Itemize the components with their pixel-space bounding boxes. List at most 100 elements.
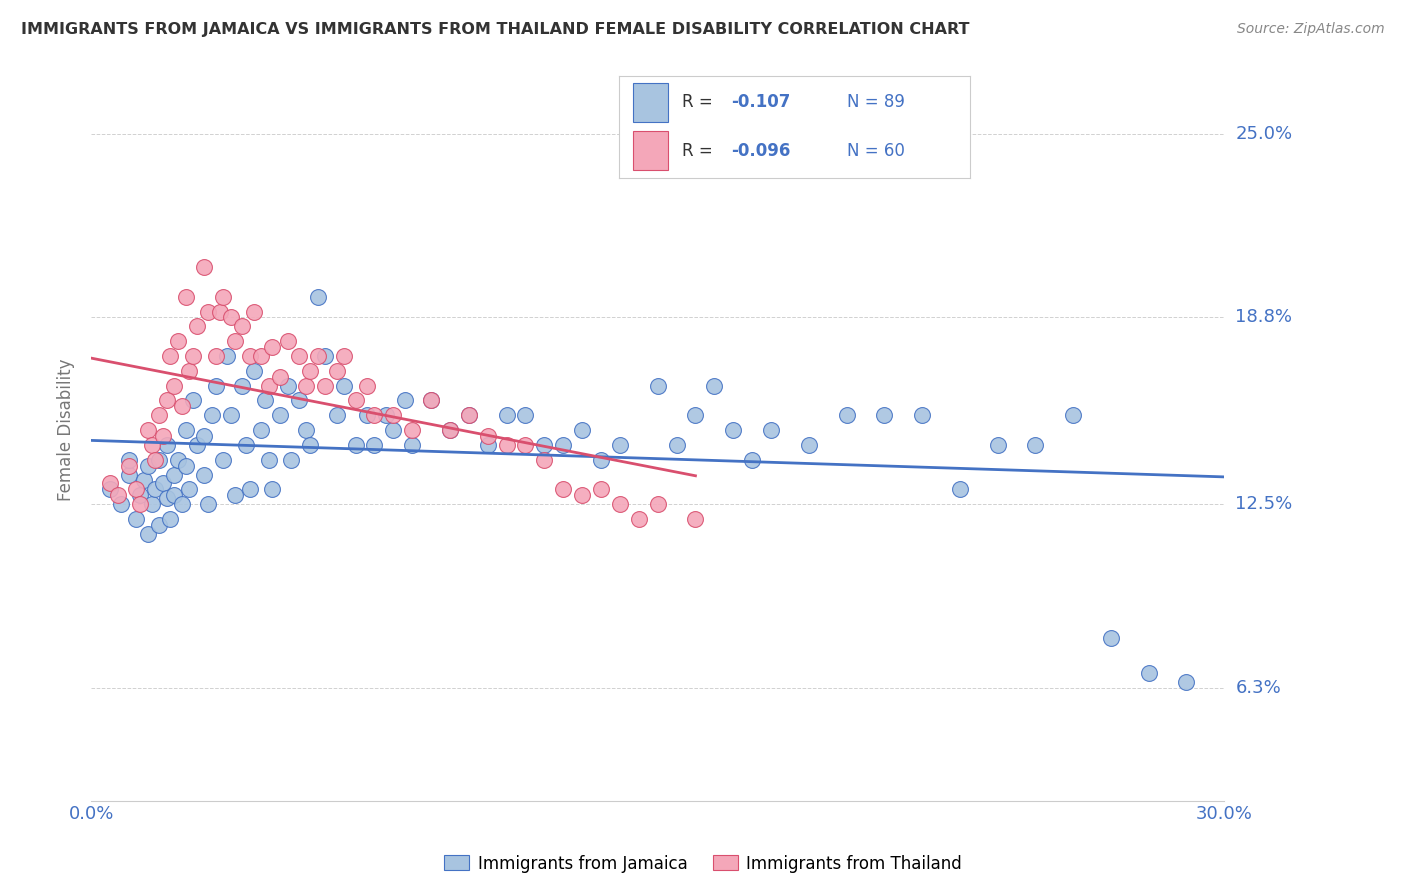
Point: [911, 409, 934, 423]
Point: [363, 409, 385, 423]
Text: -0.096: -0.096: [731, 142, 790, 160]
Point: [193, 260, 215, 274]
Point: [457, 409, 479, 423]
Point: [204, 378, 226, 392]
Text: N = 60: N = 60: [846, 142, 905, 160]
Point: [174, 290, 197, 304]
Point: [288, 349, 311, 363]
Point: [835, 409, 858, 423]
Point: [307, 290, 329, 304]
Point: [314, 378, 336, 392]
Point: [224, 334, 246, 348]
Point: [219, 409, 242, 423]
Point: [647, 497, 669, 511]
Point: [257, 378, 280, 392]
Point: [1137, 666, 1160, 681]
Point: [571, 423, 593, 437]
Point: [201, 409, 224, 423]
Point: [609, 438, 631, 452]
Point: [1024, 438, 1046, 452]
Text: Source: ZipAtlas.com: Source: ZipAtlas.com: [1237, 22, 1385, 37]
Point: [420, 393, 443, 408]
Point: [179, 483, 201, 497]
Point: [277, 378, 299, 392]
Point: [665, 438, 688, 452]
Point: [148, 452, 170, 467]
FancyBboxPatch shape: [633, 131, 668, 170]
Point: [110, 497, 132, 511]
Point: [374, 409, 396, 423]
Point: [495, 409, 517, 423]
Point: [1062, 409, 1084, 423]
Point: [231, 378, 253, 392]
Point: [325, 409, 347, 423]
Point: [129, 497, 152, 511]
Text: 6.3%: 6.3%: [1236, 679, 1281, 697]
Point: [420, 393, 443, 408]
Point: [477, 438, 499, 452]
Point: [277, 334, 299, 348]
Point: [269, 369, 291, 384]
Point: [136, 526, 159, 541]
Point: [118, 467, 141, 482]
Point: [239, 483, 262, 497]
Point: [477, 429, 499, 443]
Point: [394, 393, 416, 408]
Point: [125, 483, 148, 497]
Point: [212, 290, 235, 304]
Point: [212, 452, 235, 467]
Point: [148, 518, 170, 533]
Point: [239, 349, 262, 363]
Point: [156, 393, 179, 408]
Point: [181, 393, 204, 408]
Point: [174, 423, 197, 437]
Point: [136, 423, 159, 437]
Point: [217, 349, 239, 363]
Point: [797, 438, 820, 452]
Text: R =: R =: [682, 142, 713, 160]
Text: 12.5%: 12.5%: [1236, 495, 1292, 513]
Point: [219, 310, 242, 325]
Point: [553, 483, 575, 497]
Point: [363, 438, 385, 452]
Point: [307, 349, 329, 363]
Point: [1099, 631, 1122, 645]
Point: [685, 409, 707, 423]
Point: [141, 497, 163, 511]
Point: [721, 423, 744, 437]
Point: [159, 512, 181, 526]
Point: [609, 497, 631, 511]
Point: [333, 349, 356, 363]
Point: [242, 304, 264, 318]
Point: [132, 474, 155, 488]
Point: [250, 423, 273, 437]
Point: [314, 349, 336, 363]
Point: [295, 423, 318, 437]
Point: [250, 349, 273, 363]
Point: [125, 512, 148, 526]
Point: [231, 319, 253, 334]
Point: [181, 349, 204, 363]
Point: [627, 512, 650, 526]
Point: [98, 476, 121, 491]
Point: [163, 378, 186, 392]
Point: [163, 467, 186, 482]
Y-axis label: Female Disability: Female Disability: [58, 359, 75, 501]
Point: [1175, 675, 1198, 690]
Point: [143, 452, 166, 467]
Point: [159, 349, 181, 363]
Point: [703, 378, 725, 392]
Point: [98, 483, 121, 497]
Point: [647, 378, 669, 392]
Point: [224, 488, 246, 502]
Point: [325, 364, 347, 378]
Point: [262, 483, 284, 497]
Point: [253, 393, 276, 408]
Point: [186, 438, 208, 452]
Point: [685, 512, 707, 526]
Point: [495, 438, 517, 452]
Point: [107, 488, 129, 502]
Point: [344, 393, 367, 408]
FancyBboxPatch shape: [633, 83, 668, 122]
Text: N = 89: N = 89: [846, 94, 905, 112]
